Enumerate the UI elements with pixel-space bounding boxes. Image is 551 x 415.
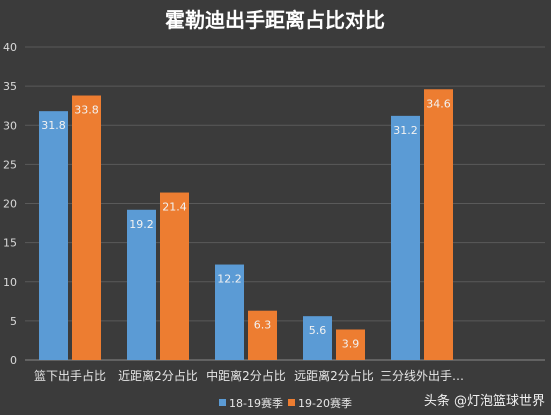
data-label: 12.2 (217, 273, 242, 286)
data-label: 19.2 (129, 218, 154, 231)
y-tick-label: 20 (3, 198, 17, 211)
y-tick-label: 10 (3, 276, 17, 289)
bar-18-19 (39, 111, 68, 360)
y-tick-label: 5 (10, 315, 17, 328)
y-tick-label: 0 (10, 354, 17, 367)
chart-title: 霍勒迪出手距离占比对比 (165, 8, 385, 32)
bar-18-19 (303, 316, 332, 360)
data-label: 31.2 (393, 124, 418, 137)
y-tick-label: 40 (3, 41, 17, 54)
data-label: 31.8 (41, 119, 66, 132)
y-tick-label: 15 (3, 237, 17, 250)
bar-18-19 (215, 264, 244, 360)
category-label: 远距离2分占比 (294, 368, 374, 383)
bar-19-20 (424, 89, 453, 360)
legend-swatch (219, 399, 226, 406)
bar-19-20 (160, 192, 189, 360)
grid-lines (25, 46, 545, 361)
legend-swatch (288, 399, 295, 406)
data-label: 6.3 (254, 319, 272, 332)
data-label: 5.6 (309, 324, 327, 337)
y-tick-label: 25 (3, 158, 17, 171)
watermark: 头条 @灯泡篮球世界 (424, 393, 545, 409)
bar-19-20 (72, 95, 101, 360)
y-tick-label: 35 (3, 80, 17, 93)
y-tick-label: 30 (3, 119, 17, 132)
category-label: 中距离2分占比 (206, 368, 286, 383)
bar-18-19 (127, 209, 156, 360)
data-label: 3.9 (342, 337, 360, 350)
x-axis-categories: 篮下出手占比 近距离2分占比 中距离2分占比 远距离2分占比 三分线外出手… (34, 368, 464, 383)
y-axis-ticks: 0 5 10 15 20 25 30 35 40 (3, 41, 17, 367)
legend: 18-19赛季 19-20赛季 (219, 396, 352, 410)
data-label: 33.8 (74, 104, 99, 117)
category-label: 篮下出手占比 (34, 368, 106, 383)
bar-19-20 (248, 310, 277, 360)
bar-19-20 (336, 329, 365, 360)
data-label: 21.4 (162, 201, 187, 214)
category-label: 三分线外出手… (380, 369, 464, 383)
legend-label: 18-19赛季 (229, 396, 283, 410)
data-label: 34.6 (426, 97, 451, 110)
legend-label: 19-20赛季 (298, 396, 352, 410)
category-label: 近距离2分占比 (118, 368, 198, 383)
bars: 31.8 33.8 19.2 21.4 12.2 6.3 5.6 3.9 31.2 34.6 (39, 89, 453, 360)
bar-18-19 (391, 115, 420, 360)
